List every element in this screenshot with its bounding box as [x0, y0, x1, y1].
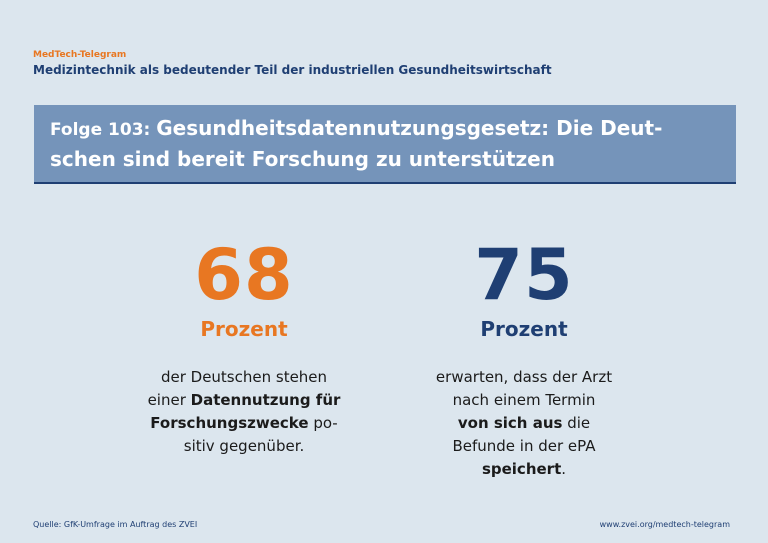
stat-block-75: 75 Prozent erwarten, dass der Arzt nach e… [414, 236, 634, 481]
stat-description: erwarten, dass der Arzt nach einem Termin… [414, 366, 634, 481]
description-text: nach einem Termin [452, 391, 596, 409]
description-line: speichert. [414, 458, 634, 481]
description-line: einer Datennutzung für [134, 389, 354, 412]
stat-block-68: 68 Prozent der Deutschen stehen einer Dat… [134, 236, 354, 458]
description-text: po- [308, 414, 338, 432]
episode-prefix: Folge 103: [50, 120, 157, 140]
description-text: der Deutschen stehen [160, 368, 328, 386]
stat-description: der Deutschen stehen einer Datennutzung f… [134, 366, 354, 458]
description-line: der Deutschen stehen [134, 366, 354, 389]
stat-unit: Prozent [200, 317, 288, 341]
footer-url-link[interactable]: www.zvei.org/medtech-telegram [599, 520, 730, 529]
description-text: . [561, 460, 567, 478]
description-text: die [562, 414, 591, 432]
emphasis-text: Datennutzung für [190, 391, 341, 409]
stat-value: 68 [194, 234, 294, 316]
title-banner: Folge 103: Gesundheitsdatennutzungsgeset… [34, 105, 736, 184]
description-line: Befunde in der ePA [414, 435, 634, 458]
banner-title-part-1: Gesundheitsdatennutzungsgesetz: Die Deut… [156, 116, 663, 140]
description-line: sitiv gegenüber. [134, 435, 354, 458]
series-title: Medizintechnik als bedeutender Teil der … [33, 63, 552, 77]
description-line: nach einem Termin [414, 389, 634, 412]
emphasis-text: Forschungszwecke [150, 414, 309, 432]
source-note: Quelle: GfK-Umfrage im Auftrag des ZVEI [33, 520, 198, 529]
emphasis-text: speichert [481, 460, 562, 478]
description-text: einer [147, 391, 191, 409]
emphasis-text: von sich aus [457, 414, 563, 432]
description-text: erwarten, dass der Arzt [435, 368, 613, 386]
description-line: von sich aus die [414, 412, 634, 435]
brand-label: MedTech-Telegram [33, 50, 127, 60]
description-text: sitiv gegenüber. [183, 437, 305, 455]
stat-unit: Prozent [480, 317, 568, 341]
banner-line-1: Folge 103: Gesundheitsdatennutzungsgeset… [50, 114, 720, 145]
banner-line-2: schen sind bereit Forschung zu unterstüt… [50, 147, 555, 171]
description-line: Forschungszwecke po- [134, 412, 354, 435]
stat-value: 75 [474, 234, 574, 316]
description-text: Befunde in der ePA [452, 437, 596, 455]
description-line: erwarten, dass der Arzt [414, 366, 634, 389]
